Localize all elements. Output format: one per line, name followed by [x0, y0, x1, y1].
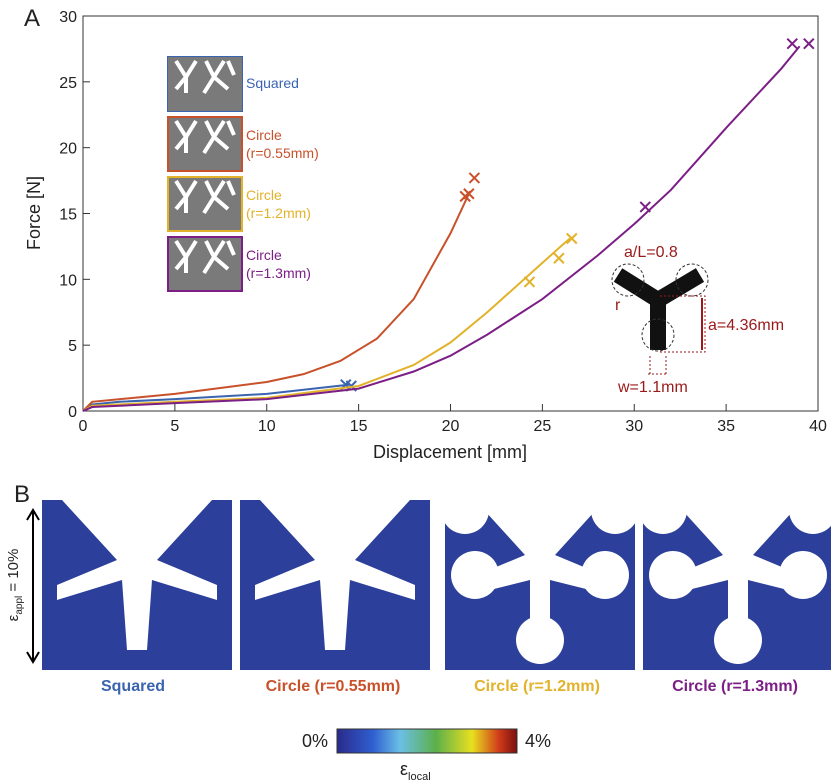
annotation: a/L=0.8: [624, 244, 678, 261]
colorbar-subscript: local: [408, 771, 431, 783]
caption: Circle (r=1.3mm): [672, 678, 798, 695]
y-tick-label: 25: [59, 75, 77, 92]
series-line: [82, 45, 801, 412]
failure-marker: [468, 172, 481, 184]
x-tick-label: 10: [258, 418, 276, 435]
legend-label: Circle (r=1.2mm): [246, 187, 311, 221]
failure-marker: [803, 37, 815, 50]
annotation: w=1.1mm: [617, 379, 688, 396]
legend-label: Circle (r=1.3mm): [246, 247, 311, 281]
panel-label: A: [24, 5, 40, 32]
failure-marker: [463, 188, 475, 200]
colorbar-symbol: ε: [400, 759, 408, 779]
y-axis-label: Force [N]: [24, 176, 44, 250]
colorbar: [336, 728, 518, 754]
y-tick-label: 30: [59, 9, 77, 26]
colorbar-max: 4%: [525, 731, 551, 751]
simulation-images: [26, 486, 831, 670]
y-tick-label: 15: [59, 207, 77, 224]
x-tick-label: 30: [625, 418, 643, 435]
x-axis-label: Displacement [mm]: [373, 442, 527, 462]
annotation: r: [615, 297, 621, 314]
y-tick-label: 5: [68, 338, 77, 355]
y-tick-label: 20: [59, 141, 77, 158]
legend-label: Squared: [246, 75, 299, 91]
x-tick-label: 25: [533, 418, 551, 435]
caption: Circle (r=0.55mm): [266, 678, 401, 695]
x-tick-label: 15: [350, 418, 368, 435]
colorbar-label: εlocal: [400, 759, 431, 783]
legend-label: Circle (r=0.55mm): [246, 127, 319, 161]
failure-marker: [786, 37, 798, 50]
strain-label: εappl = 10%: [5, 549, 25, 622]
failure-marker: [566, 232, 578, 245]
strain-symbol: ε: [5, 614, 22, 621]
strain-text: = 10%: [5, 549, 22, 596]
failure-marker: [639, 201, 651, 213]
panel-label: B: [14, 481, 30, 508]
x-tick-label: 0: [79, 418, 88, 435]
legend-icons: [166, 55, 244, 293]
y-tick-label: 10: [59, 272, 77, 289]
annotation: a=4.36mm: [708, 317, 784, 334]
y-tick-label: 0: [68, 404, 77, 421]
x-tick-label: 20: [442, 418, 460, 435]
caption: Squared: [101, 678, 165, 695]
colorbar-min: 0%: [302, 731, 328, 751]
series-line: [82, 193, 470, 412]
failure-marker: [523, 276, 536, 288]
failure-marker: [553, 252, 565, 264]
x-tick-label: 35: [717, 418, 735, 435]
schematic: [611, 263, 709, 375]
series-line: [82, 237, 571, 412]
x-tick-label: 5: [170, 418, 179, 435]
caption: Circle (r=1.2mm): [474, 678, 600, 695]
strain-subscript: appl: [14, 596, 25, 615]
x-tick-label: 40: [809, 418, 827, 435]
